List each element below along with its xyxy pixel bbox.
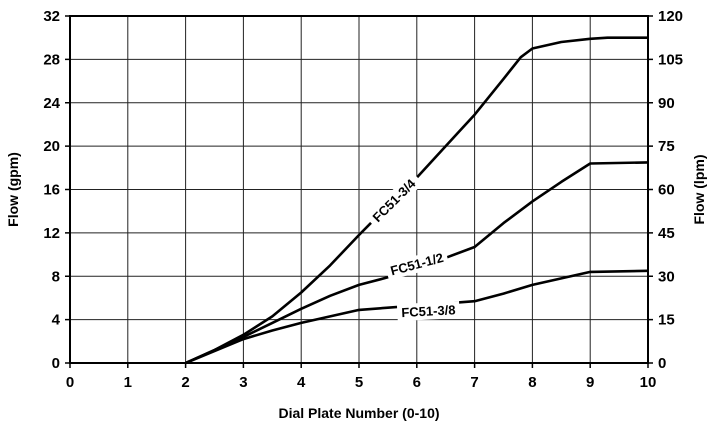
y-tick-label-right: 15	[658, 312, 675, 329]
y-axis-title-right: Flow (lpm)	[691, 155, 707, 225]
x-axis-title: Dial Plate Number (0-10)	[278, 405, 439, 421]
series-label-group: FC51-3/8	[396, 301, 460, 322]
series-label-background	[365, 171, 424, 230]
y-tick-label-right: 90	[658, 95, 675, 112]
x-tick-label: 0	[66, 374, 74, 391]
y-tick-label-left: 0	[52, 355, 60, 372]
plot-frame	[65, 15, 653, 368]
x-tick-label: 6	[413, 374, 421, 391]
y-tick-label-right: 45	[658, 225, 675, 242]
x-tick-label: 5	[355, 374, 363, 391]
x-tick-label: 10	[640, 374, 657, 391]
y-tick-label-right: 105	[658, 51, 683, 68]
series-label-2: FC51-3/8	[401, 302, 456, 320]
y-tick-label-left: 32	[43, 8, 60, 25]
x-tick-label: 3	[239, 374, 247, 391]
series-label-background	[396, 301, 460, 322]
x-tick-label: 4	[297, 374, 306, 391]
x-tick-label: 9	[586, 374, 594, 391]
y-tick-label-right: 120	[658, 8, 683, 25]
series-label-0: FC51-3/4	[370, 175, 419, 224]
series-label-background	[384, 247, 450, 281]
y-tick-label-right: 0	[658, 355, 666, 372]
tick-labels: 0 1 2 3 4 5 6 7 8 9 100481216202428320153045607590…	[43, 8, 683, 391]
y-tick-label-left: 16	[43, 182, 60, 199]
plot-border	[69, 15, 649, 364]
y-tick-label-right: 75	[658, 138, 675, 155]
series-line-0	[185, 36, 648, 365]
y-tick-label-left: 20	[43, 138, 60, 155]
y-tick-label-left: 4	[52, 312, 61, 329]
y-tick-label-left: 24	[43, 95, 60, 112]
x-tick-label: 1	[124, 374, 132, 391]
y-tick-label-right: 60	[658, 182, 675, 199]
x-tick-label: 8	[528, 374, 536, 391]
y-axis-title-left: Flow (gpm)	[5, 152, 21, 227]
y-tick-label-left: 12	[43, 225, 60, 242]
x-tick-label: 7	[470, 374, 478, 391]
series-label-group: FC51-3/4	[365, 171, 424, 230]
x-tick-label: 2	[181, 374, 189, 391]
y-tick-label-right: 30	[658, 268, 675, 285]
y-tick-label-left: 8	[52, 268, 60, 285]
y-tick-label-left: 28	[43, 51, 60, 68]
